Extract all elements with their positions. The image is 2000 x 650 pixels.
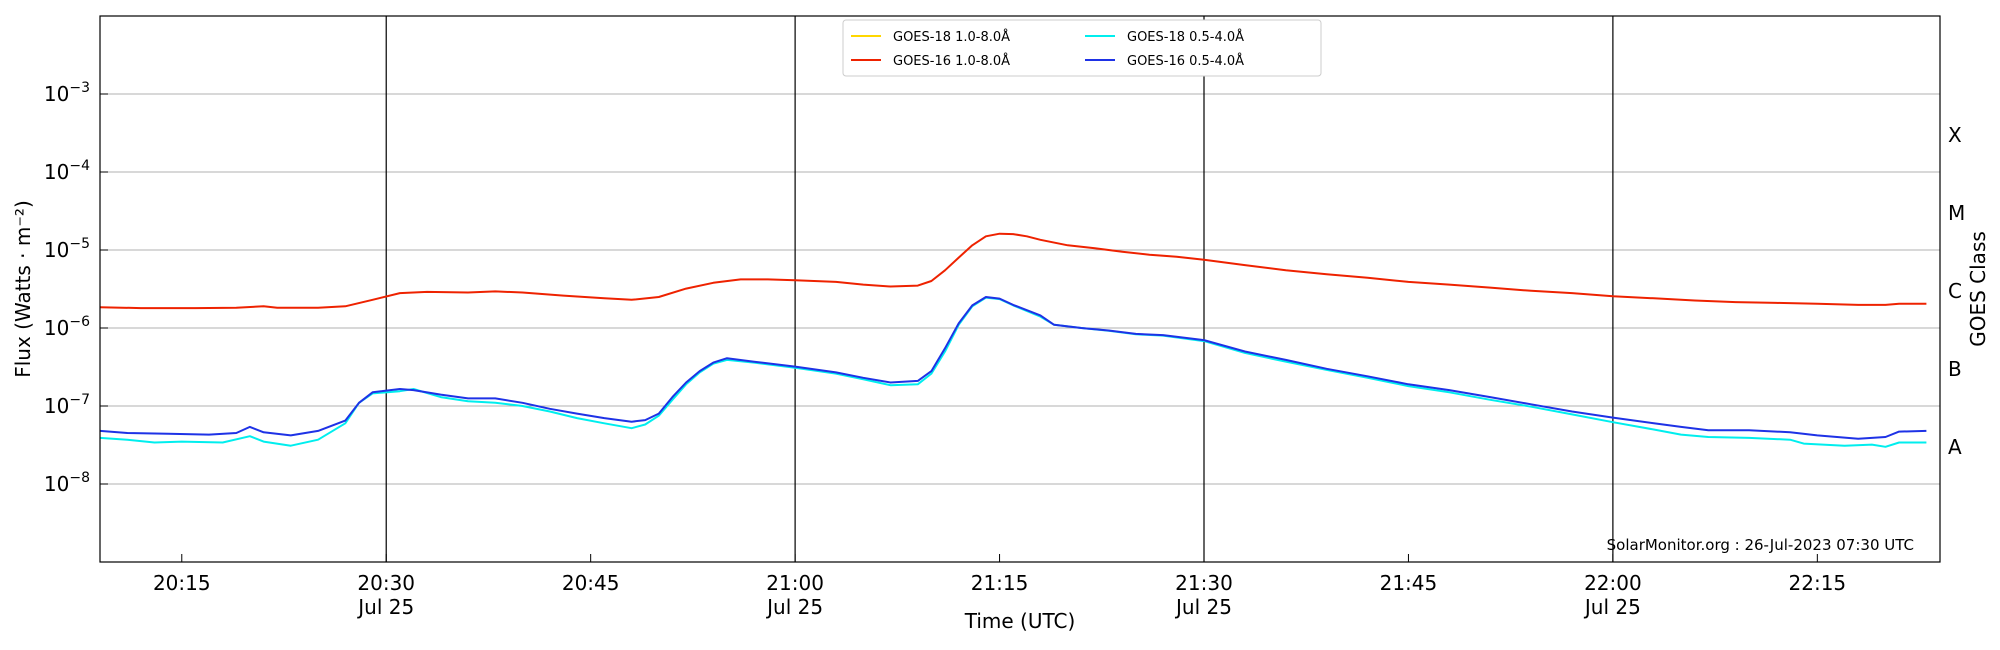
x-tick-label: 21:15 (971, 571, 1029, 595)
goes-class-label: M (1948, 201, 1965, 225)
legend-box (842, 19, 1322, 77)
legend-label: GOES-16 0.5-4.0Å (1127, 53, 1244, 69)
y-tick-label: 10−5 (44, 236, 90, 262)
x-tick-label: 20:45 (562, 571, 620, 595)
y-axis-title: Flux (Watts · m⁻²) (11, 200, 35, 378)
x-tick-label: 20:30 (357, 571, 415, 595)
x-tick-date-label: Jul 25 (1174, 595, 1232, 619)
x-tick-label: 22:00 (1584, 571, 1642, 595)
y-tick-label: 10−6 (44, 314, 90, 340)
series-lines (99, 232, 1927, 448)
goes-class-label: C (1948, 279, 1962, 303)
goes-class-axis-title: GOES Class (1966, 231, 1990, 347)
series-line (99, 296, 1927, 440)
grid (100, 93, 1940, 485)
y-tick-labels: 10−8 10−7 10−6 10−5 10−4 10−3 (44, 80, 90, 496)
axis-ticks (100, 93, 1818, 562)
legend-label: GOES-18 0.5-4.0Å (1127, 29, 1244, 45)
legend-label: GOES-16 1.0-8.0Å (893, 53, 1010, 69)
legend-label: GOES-18 1.0-8.0Å (893, 29, 1010, 45)
goes-class-labels: A B C M X (1948, 123, 1965, 459)
series-line (99, 232, 1927, 310)
y-tick-label: 10−3 (44, 80, 90, 106)
y-tick-label: 10−8 (44, 470, 90, 496)
day-boundary-lines (385, 16, 1614, 562)
x-tick-label: 21:30 (1175, 571, 1233, 595)
x-tick-date-label: Jul 25 (765, 595, 823, 619)
x-tick-date-label: Jul 25 (1583, 595, 1641, 619)
x-tick-date-label: Jul 25 (356, 595, 414, 619)
credit-text: SolarMonitor.org : 26-Jul-2023 07:30 UTC (1607, 536, 1914, 554)
x-tick-label: 20:15 (153, 571, 211, 595)
x-tick-label: 22:15 (1789, 571, 1847, 595)
x-tick-label: 21:45 (1380, 571, 1438, 595)
goes-class-label: X (1948, 123, 1962, 147)
legend: GOES-18 1.0-8.0Å GOES-18 0.5-4.0Å GOES-16 … (842, 19, 1322, 77)
plot-frame (99, 15, 1941, 563)
y-tick-label: 10−7 (44, 392, 90, 418)
x-tick-label: 21:00 (766, 571, 824, 595)
y-tick-label: 10−4 (44, 158, 90, 184)
goes-class-label: B (1948, 357, 1962, 381)
x-axis-title: Time (UTC) (964, 609, 1076, 633)
series-line (99, 296, 1927, 448)
goes-class-label: A (1948, 435, 1962, 459)
